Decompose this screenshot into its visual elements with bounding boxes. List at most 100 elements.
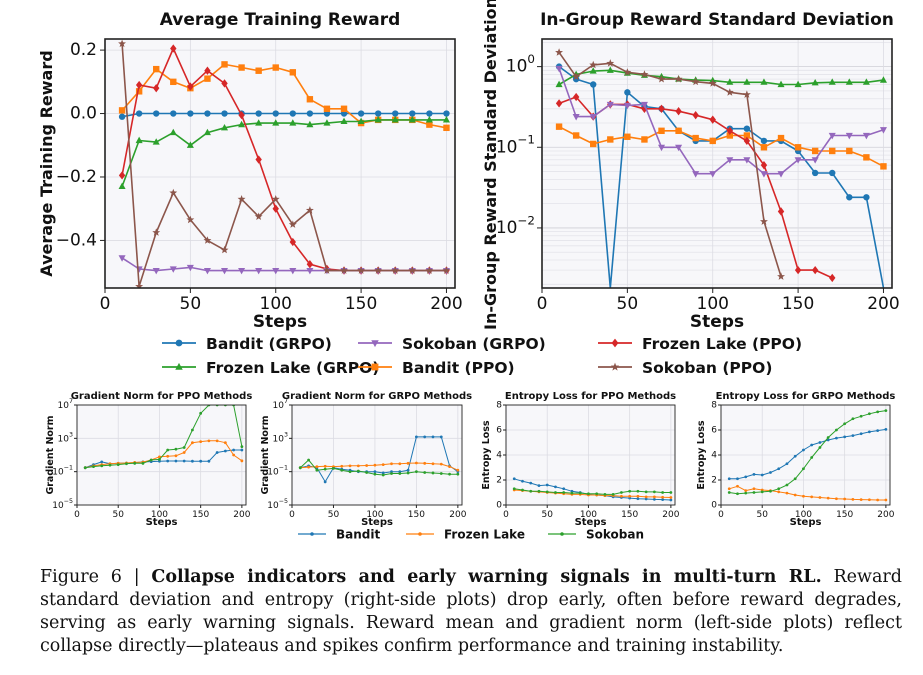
point-marker [135, 80, 143, 90]
point-marker [443, 124, 450, 132]
point-marker [414, 470, 418, 474]
point-marker [624, 133, 631, 140]
point-marker [769, 489, 772, 493]
point-marker [423, 471, 427, 474]
point-marker [628, 489, 632, 493]
point-marker [392, 110, 399, 117]
y-tick-label: 2 [496, 476, 502, 486]
point-marker [743, 125, 751, 132]
point-marker [182, 446, 186, 449]
point-marker [811, 157, 819, 164]
y-tick-label: −0.2 [56, 167, 97, 187]
point-marker [439, 435, 443, 439]
point-marker [332, 466, 335, 470]
point-marker [187, 82, 194, 91]
plot-frame [104, 38, 456, 289]
point-marker [867, 498, 871, 502]
point-marker [289, 267, 297, 275]
point-marker [845, 132, 853, 140]
point-marker [166, 454, 170, 458]
point-marker [240, 459, 244, 463]
point-marker [658, 127, 665, 135]
point-marker [288, 220, 297, 228]
point-marker [611, 492, 615, 496]
point-marker [727, 477, 731, 481]
series-line [121, 43, 447, 288]
point-marker [829, 273, 836, 283]
point-marker [843, 422, 847, 426]
point-marker [406, 461, 410, 465]
x-tick-label: 150 [621, 510, 638, 520]
x-tick-label: 200 [662, 510, 679, 520]
point-marker [118, 113, 126, 120]
point-marker [323, 266, 331, 274]
y-tick-label: 10−5 [267, 498, 288, 511]
legend-label: Bandit (GRPO) [206, 335, 332, 353]
y-tick-label: 10−1 [496, 132, 535, 157]
point-marker [620, 494, 623, 498]
point-marker [169, 128, 177, 136]
point-marker [669, 498, 673, 502]
point-marker [158, 455, 161, 459]
series-line [558, 68, 884, 175]
x-tick-label: 50 [617, 294, 639, 314]
point-marker [636, 494, 640, 498]
point-marker [777, 272, 785, 280]
point-marker [811, 265, 819, 275]
x-tick-label: 150 [836, 510, 853, 520]
point-marker [810, 495, 814, 499]
point-marker [448, 472, 451, 476]
point-marker [323, 464, 327, 468]
point-marker [272, 204, 279, 213]
point-marker [521, 479, 524, 483]
point-marker [390, 462, 393, 466]
point-marker [674, 75, 683, 83]
point-marker [365, 471, 369, 474]
point-marker [876, 429, 880, 433]
y-tick-label: 0 [711, 501, 717, 511]
point-marker [802, 467, 805, 471]
point-marker [135, 282, 144, 288]
point-marker [529, 489, 533, 493]
point-marker [810, 443, 814, 447]
point-marker [348, 464, 352, 468]
x-tick-label: 200 [877, 510, 894, 520]
point-marker [306, 110, 314, 117]
x-tick-label: 50 [180, 294, 202, 314]
legend-label: Bandit [336, 528, 380, 542]
point-marker [644, 497, 648, 501]
x-axis-label: Steps [575, 517, 607, 528]
y-axis-label: In-Group Reward Standard Deviation [481, 0, 500, 330]
point-marker [340, 468, 344, 472]
point-marker [456, 472, 460, 476]
point-marker [238, 64, 245, 71]
point-marker [810, 456, 814, 459]
y-tick-label: 103 [58, 431, 73, 444]
point-marker [448, 465, 451, 469]
point-marker [794, 144, 802, 151]
point-marker [199, 459, 203, 463]
point-marker [725, 88, 734, 96]
x-axis-label: Steps [690, 312, 744, 332]
series-layer [555, 48, 887, 288]
x-tick-label: 150 [345, 294, 377, 314]
point-marker [174, 459, 178, 463]
point-marker [255, 119, 263, 126]
point-marker [760, 473, 764, 477]
point-marker [675, 144, 683, 152]
point-marker [340, 105, 348, 112]
point-marker [777, 134, 785, 142]
point-marker [862, 132, 870, 140]
point-marker [851, 497, 855, 501]
legend-label: Sokoban (PPO) [642, 359, 772, 377]
point-marker [220, 245, 229, 254]
x-tick-label: 50 [756, 510, 768, 520]
point-marker [743, 78, 751, 85]
point-marker [744, 491, 748, 495]
y-tick-label: 0.0 [70, 104, 97, 124]
point-marker [669, 496, 673, 499]
point-marker [305, 206, 314, 214]
point-marker [640, 70, 649, 78]
point-marker [204, 66, 211, 75]
